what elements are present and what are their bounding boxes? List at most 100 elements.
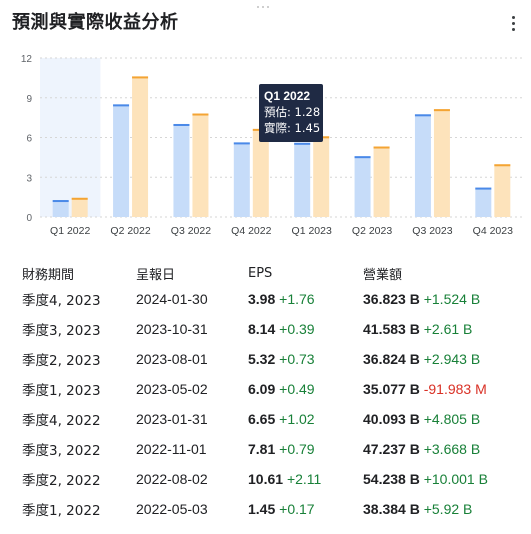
- actual-bar: [313, 136, 330, 217]
- eps-change: +1.02: [279, 411, 315, 427]
- estimate-bar: [414, 114, 431, 217]
- earnings-table: 財務期間 呈報日 EPS 營業額 季度4, 2023 2024-01-30 3.98…: [22, 262, 513, 524]
- actual-bar: [494, 164, 511, 217]
- eps-cell: 8.14 +0.39: [248, 314, 363, 344]
- eps-change: +0.39: [279, 321, 315, 337]
- period-cell: 季度2, 2023: [22, 353, 101, 369]
- actual-bar-top: [494, 164, 511, 167]
- more-vert-icon[interactable]: [503, 12, 523, 34]
- drag-handle-icon[interactable]: [257, 6, 273, 10]
- actual-bar-top: [192, 113, 209, 116]
- x-tick-label: Q2 2023: [352, 225, 392, 237]
- eps-change: +0.17: [279, 501, 315, 517]
- estimate-bar-top: [113, 104, 130, 107]
- table-body: 季度4, 2023 2024-01-30 3.98 +1.76 36.823 B +1…: [22, 284, 513, 524]
- eps-value: 3.98: [248, 291, 276, 307]
- revenue-cell: 54.238 B +10.001 B: [363, 464, 513, 494]
- actual-bar: [433, 109, 450, 217]
- table-row[interactable]: 季度4, 2022 2023-01-31 6.65 +1.02 40.093 B +4…: [22, 404, 513, 434]
- revenue-cell: 41.583 B +2.61 B: [363, 314, 513, 344]
- estimate-bar-top: [414, 114, 431, 117]
- eps-cell: 1.45 +0.17: [248, 494, 363, 524]
- revenue-value: 35.077 B: [363, 381, 420, 397]
- revenue-value: 40.093 B: [363, 411, 420, 427]
- eps-value: 6.65: [248, 411, 276, 427]
- actual-bar-top: [71, 197, 88, 200]
- y-tick-label: 3: [26, 173, 32, 184]
- x-tick-label: Q3 2022: [171, 225, 211, 237]
- eps-value: 10.61: [248, 471, 284, 487]
- table-row[interactable]: 季度1, 2023 2023-05-02 6.09 +0.49 35.077 B -9…: [22, 374, 513, 404]
- header-report-date: 呈報日: [136, 267, 176, 283]
- revenue-value: 54.238 B: [363, 471, 420, 487]
- report-date-cell: 2022-08-02: [136, 471, 208, 487]
- table-row[interactable]: 季度2, 2022 2022-08-02 10.61 +2.11 54.238 B +…: [22, 464, 513, 494]
- header-revenue: 營業額: [363, 267, 403, 283]
- revenue-change: +10.001 B: [423, 471, 488, 487]
- revenue-cell: 47.237 B +3.668 B: [363, 434, 513, 464]
- revenue-value: 38.384 B: [363, 501, 420, 517]
- report-date-cell: 2022-11-01: [136, 441, 207, 457]
- revenue-change: +2.943 B: [423, 351, 481, 367]
- eps-value: 8.14: [248, 321, 276, 337]
- table-header-row: 財務期間 呈報日 EPS 營業額: [22, 262, 513, 284]
- revenue-cell: 35.077 B -91.983 M: [363, 374, 513, 404]
- tooltip-actual-label: 實際: [264, 121, 287, 135]
- earnings-bar-chart[interactable]: 0 3 6 9 12 Q1 2022 Q2 2022 Q3 2022 Q4 2022 Q1 202…: [0, 40, 531, 240]
- eps-cell: 6.09 +0.49: [248, 374, 363, 404]
- eps-cell: 5.32 +0.73: [248, 344, 363, 374]
- period-cell: 季度4, 2022: [22, 413, 101, 429]
- estimate-bar-top: [294, 142, 311, 145]
- estimate-bar-top: [52, 200, 69, 203]
- eps-value: 1.45: [248, 501, 276, 517]
- revenue-change: -91.983 M: [423, 381, 487, 397]
- tooltip-actual-value: 1.45: [294, 121, 321, 135]
- period-cell: 季度3, 2022: [22, 443, 101, 459]
- x-tick-label: Q4 2023: [473, 225, 513, 237]
- tooltip-estimate-label: 預估: [264, 105, 287, 119]
- eps-change: +0.79: [279, 441, 315, 457]
- x-tick-label: Q3 2023: [412, 225, 452, 237]
- revenue-change: +5.92 B: [423, 501, 473, 517]
- period-cell: 季度1, 2023: [22, 383, 101, 399]
- table-row[interactable]: 季度3, 2022 2022-11-01 7.81 +0.79 47.237 B +3…: [22, 434, 513, 464]
- report-date-cell: 2024-01-30: [136, 291, 208, 307]
- x-tick-label: Q4 2022: [231, 225, 271, 237]
- revenue-change: +3.668 B: [423, 441, 481, 457]
- revenue-change: +1.524 B: [423, 291, 481, 307]
- estimate-bar: [294, 142, 311, 217]
- card-title: 預測與實際收益分析: [12, 12, 179, 33]
- estimate-bar: [52, 200, 69, 217]
- period-cell: 季度3, 2023: [22, 323, 101, 339]
- revenue-value: 36.824 B: [363, 351, 420, 367]
- revenue-value: 47.237 B: [363, 441, 420, 457]
- revenue-cell: 36.824 B +2.943 B: [363, 344, 513, 374]
- eps-cell: 6.65 +1.02: [248, 404, 363, 434]
- eps-value: 7.81: [248, 441, 276, 457]
- estimate-bar: [113, 104, 130, 217]
- estimate-bar: [233, 142, 250, 217]
- card-header: 預測與實際收益分析: [12, 10, 523, 36]
- estimate-bar: [354, 156, 371, 217]
- revenue-cell: 36.823 B +1.524 B: [363, 284, 513, 314]
- eps-change: +2.11: [286, 471, 322, 487]
- period-cell: 季度4, 2023: [22, 293, 101, 309]
- eps-change: +0.73: [279, 351, 315, 367]
- revenue-cell: 38.384 B +5.92 B: [363, 494, 513, 524]
- revenue-cell: 40.093 B +4.805 B: [363, 404, 513, 434]
- eps-cell: 3.98 +1.76: [248, 284, 363, 314]
- report-date-cell: 2023-01-31: [136, 411, 208, 427]
- actual-bar: [192, 113, 209, 217]
- report-date-cell: 2022-05-03: [136, 501, 208, 517]
- eps-cell: 10.61 +2.11: [248, 464, 363, 494]
- tooltip-title: Q1 2022: [264, 89, 311, 103]
- table-row[interactable]: 季度2, 2023 2023-08-01 5.32 +0.73 36.824 B +2…: [22, 344, 513, 374]
- period-cell: 季度1, 2022: [22, 503, 101, 519]
- report-date-cell: 2023-05-02: [136, 381, 208, 397]
- revenue-change: +4.805 B: [423, 411, 481, 427]
- tooltip-estimate-value: 1.28: [294, 105, 321, 119]
- table-row[interactable]: 季度1, 2022 2022-05-03 1.45 +0.17 38.384 B +5…: [22, 494, 513, 524]
- table-row[interactable]: 季度3, 2023 2023-10-31 8.14 +0.39 41.583 B +2…: [22, 314, 513, 344]
- table-row[interactable]: 季度4, 2023 2024-01-30 3.98 +1.76 36.823 B +1…: [22, 284, 513, 314]
- report-date-cell: 2023-08-01: [136, 351, 208, 367]
